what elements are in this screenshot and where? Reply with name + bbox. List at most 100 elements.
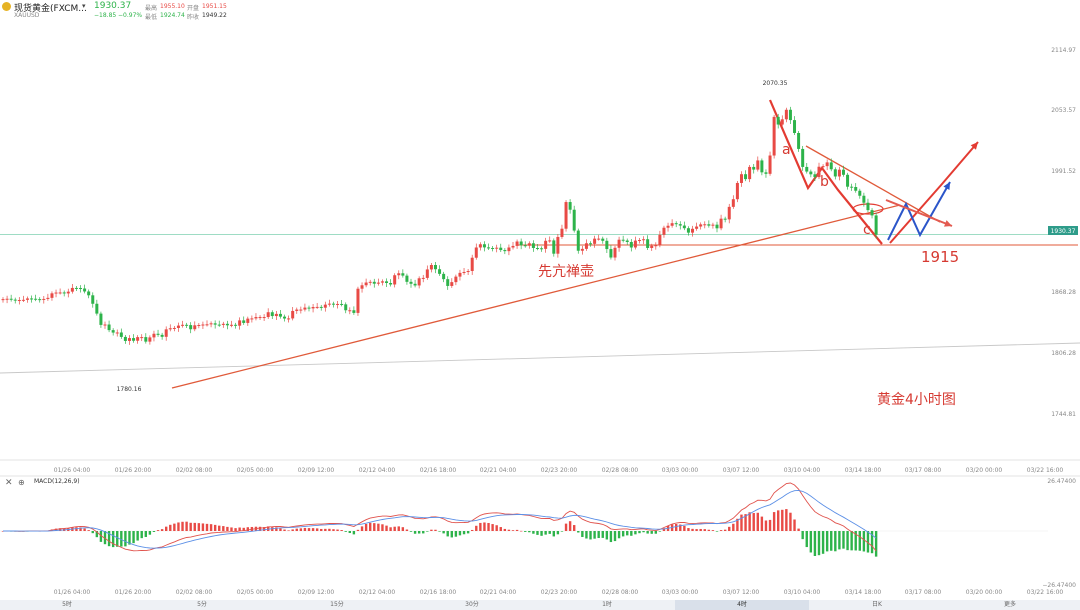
macd-bar — [728, 526, 731, 531]
macd-bar — [344, 531, 347, 532]
candle-body — [372, 281, 376, 284]
macd-bar — [850, 531, 853, 551]
timeframe-tab[interactable]: 15分 — [330, 601, 344, 608]
macd-bar — [519, 530, 523, 532]
candle-body — [70, 287, 74, 292]
macd-bar — [116, 531, 119, 547]
candle-body — [17, 300, 21, 302]
small-target-arrow-head — [944, 220, 952, 227]
candle-body — [564, 202, 568, 229]
macd-bar — [111, 531, 115, 548]
candle-body — [380, 281, 384, 283]
macd-bar — [732, 523, 735, 531]
time-tick: 02/28 08:00 — [602, 467, 639, 474]
macd-bar — [511, 530, 515, 531]
macd-bar — [381, 524, 384, 531]
macd-bar — [756, 512, 759, 531]
candle-body — [311, 307, 315, 309]
candle-body — [425, 269, 429, 278]
candle-body — [654, 245, 658, 247]
candle-body — [83, 288, 87, 292]
macd-bar — [181, 521, 184, 531]
macd-bar — [91, 531, 94, 534]
macd-bar — [593, 531, 596, 539]
macd-bar — [124, 531, 127, 547]
candle-body — [368, 281, 372, 283]
macd-bar — [487, 522, 490, 531]
candle-body — [217, 324, 221, 326]
macd-bar — [748, 512, 751, 531]
macd-bar — [107, 531, 111, 547]
candle-body — [234, 324, 238, 326]
macd-bar — [699, 528, 702, 531]
candle-body — [552, 240, 556, 254]
macd-bar — [287, 530, 290, 532]
macd-bar — [160, 529, 164, 531]
candle-body — [319, 306, 323, 308]
candle-body — [30, 298, 34, 300]
candle-body — [331, 303, 335, 305]
candle-body — [723, 218, 727, 220]
candle-body — [658, 234, 662, 246]
candle-body — [568, 202, 572, 210]
candle-body — [495, 247, 499, 249]
candle-body — [613, 247, 617, 258]
candle-body — [201, 324, 205, 326]
bullish-arrow-head — [970, 142, 978, 150]
macd-bar — [777, 510, 780, 531]
timeframe-tab[interactable]: 日K — [872, 601, 882, 608]
current-price-badge: 1930.37 — [1051, 228, 1076, 235]
time-tick: 03/20 00:00 — [966, 467, 1003, 474]
candle-body — [535, 247, 539, 249]
macd-label: MACD(12,26,9) — [34, 478, 80, 485]
candle-body — [140, 337, 144, 339]
macd-bar — [638, 531, 641, 534]
settings-icon[interactable]: ⊕ — [18, 478, 25, 487]
candle-body — [172, 327, 176, 329]
macd-bar — [626, 531, 629, 536]
macd-bar — [417, 531, 421, 534]
close-icon[interactable]: ✕ — [5, 478, 13, 488]
macd-bar — [140, 531, 143, 539]
macd-bar — [209, 524, 213, 531]
candle-body — [784, 109, 788, 120]
macd-bar — [621, 531, 625, 537]
candle-body — [593, 238, 597, 244]
high-marker: 2070.35 — [763, 80, 788, 87]
timeframe-tab[interactable]: 5时 — [62, 601, 72, 608]
macd-bar — [540, 531, 543, 536]
macd-bar — [356, 529, 360, 531]
macd-bar — [430, 529, 433, 531]
macd-axis-top: 26.47400 — [1047, 478, 1076, 485]
candle-body — [793, 120, 797, 133]
more-button[interactable]: 更多 — [1003, 601, 1016, 608]
candle-body — [156, 333, 160, 335]
symbol-name[interactable]: 现货黄金(FXCM... — [14, 4, 87, 14]
macd-bar — [352, 531, 356, 535]
candle-body — [531, 243, 535, 248]
candle-body — [250, 318, 254, 320]
macd-bar — [246, 527, 249, 531]
macd-bar — [797, 528, 800, 531]
bullish-arrow — [889, 141, 979, 244]
timeframe-tab[interactable]: 5分 — [197, 601, 207, 608]
timeframe-tab[interactable]: 1时 — [602, 601, 612, 608]
candle-body — [409, 281, 413, 284]
time-tick-lower: 03/14 18:00 — [845, 589, 882, 596]
dropdown-caret-icon[interactable]: ▾ — [82, 2, 86, 10]
candle-body — [556, 236, 560, 254]
timeframe-tab[interactable]: 30分 — [465, 601, 479, 608]
timeframe-tab-active[interactable]: 4时 — [675, 600, 809, 610]
candle-body — [136, 337, 140, 341]
macd-bar — [442, 531, 445, 534]
macd-bar — [79, 527, 82, 531]
candle-body — [340, 303, 344, 305]
macd-bar — [740, 514, 743, 531]
macd-bar — [495, 525, 498, 531]
time-tick-lower: 02/23 20:00 — [541, 589, 578, 596]
candle-body — [274, 313, 278, 317]
candle-body — [731, 199, 735, 207]
long-trendline — [0, 342, 1080, 374]
candle-body — [780, 119, 784, 125]
